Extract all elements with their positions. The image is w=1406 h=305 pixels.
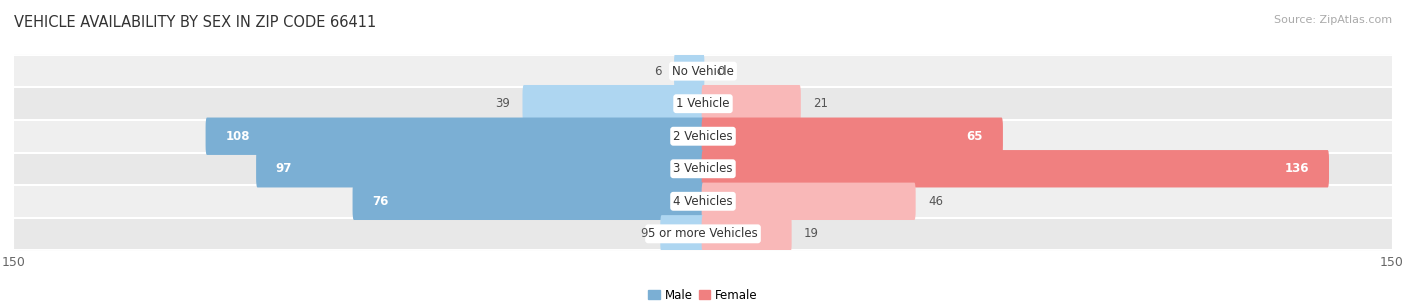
Text: 39: 39 [495,97,510,110]
FancyBboxPatch shape [673,52,704,90]
FancyBboxPatch shape [205,117,704,155]
Text: 65: 65 [967,130,983,143]
FancyBboxPatch shape [702,117,1002,155]
Text: 5 or more Vehicles: 5 or more Vehicles [648,227,758,240]
Text: No Vehicle: No Vehicle [672,65,734,78]
FancyBboxPatch shape [702,85,801,122]
FancyBboxPatch shape [14,217,1392,250]
Text: Source: ZipAtlas.com: Source: ZipAtlas.com [1274,15,1392,25]
FancyBboxPatch shape [702,183,915,220]
Text: 3 Vehicles: 3 Vehicles [673,162,733,175]
Text: 19: 19 [804,227,820,240]
FancyBboxPatch shape [702,150,1329,188]
FancyBboxPatch shape [14,152,1392,185]
Text: 21: 21 [813,97,828,110]
Text: 136: 136 [1285,162,1309,175]
Text: 9: 9 [640,227,648,240]
FancyBboxPatch shape [256,150,704,188]
FancyBboxPatch shape [702,215,792,253]
Text: 97: 97 [276,162,292,175]
Text: 1 Vehicle: 1 Vehicle [676,97,730,110]
Text: 4 Vehicles: 4 Vehicles [673,195,733,208]
FancyBboxPatch shape [523,85,704,122]
Legend: Male, Female: Male, Female [644,284,762,305]
Text: 76: 76 [373,195,388,208]
Text: 0: 0 [717,65,724,78]
FancyBboxPatch shape [661,215,704,253]
Text: 46: 46 [928,195,943,208]
Text: VEHICLE AVAILABILITY BY SEX IN ZIP CODE 66411: VEHICLE AVAILABILITY BY SEX IN ZIP CODE … [14,15,377,30]
FancyBboxPatch shape [14,55,1392,88]
Text: 6: 6 [654,65,662,78]
FancyBboxPatch shape [353,183,704,220]
FancyBboxPatch shape [14,120,1392,152]
FancyBboxPatch shape [14,185,1392,217]
FancyBboxPatch shape [14,88,1392,120]
Text: 108: 108 [225,130,250,143]
Text: 2 Vehicles: 2 Vehicles [673,130,733,143]
